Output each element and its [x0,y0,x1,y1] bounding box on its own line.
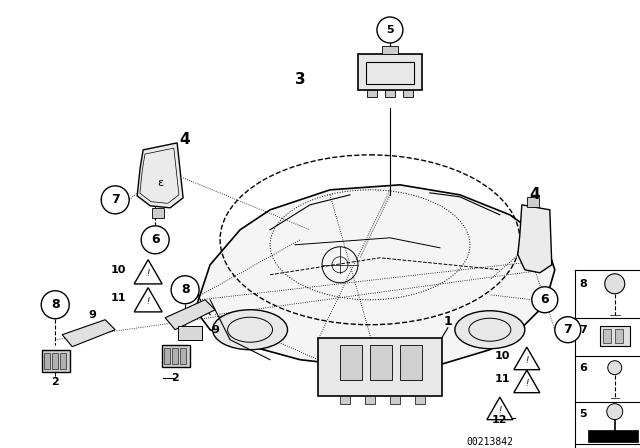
FancyBboxPatch shape [318,338,442,396]
Polygon shape [514,370,540,393]
FancyBboxPatch shape [52,353,58,369]
Text: 1: 1 [444,315,452,328]
Text: 5: 5 [579,409,587,418]
FancyBboxPatch shape [600,326,630,346]
Text: !: ! [525,356,529,365]
Bar [588,430,637,442]
Text: 6: 6 [541,293,549,306]
FancyBboxPatch shape [400,345,422,379]
FancyBboxPatch shape [164,348,170,364]
Polygon shape [195,185,555,368]
Text: 2: 2 [172,373,179,383]
FancyBboxPatch shape [390,396,400,404]
Text: 4: 4 [529,187,540,202]
FancyBboxPatch shape [403,90,413,97]
FancyBboxPatch shape [358,54,422,90]
Text: 2: 2 [51,377,59,387]
Polygon shape [514,347,540,370]
Circle shape [608,361,621,375]
FancyBboxPatch shape [44,353,50,369]
FancyBboxPatch shape [152,208,164,218]
Circle shape [607,404,623,420]
Text: 5: 5 [386,25,394,35]
Circle shape [532,287,558,313]
Text: ε: ε [157,178,163,188]
FancyBboxPatch shape [172,348,178,364]
FancyBboxPatch shape [603,329,611,343]
Text: 8: 8 [579,279,587,289]
FancyBboxPatch shape [415,396,425,404]
Polygon shape [134,288,162,312]
FancyBboxPatch shape [162,345,190,367]
Ellipse shape [212,310,287,350]
Text: 4: 4 [180,132,191,147]
Text: 11: 11 [495,374,511,383]
Polygon shape [518,205,552,273]
Circle shape [41,291,69,319]
Text: 6: 6 [151,233,159,246]
FancyBboxPatch shape [42,350,70,372]
Text: 00213842: 00213842 [467,437,513,447]
Circle shape [377,17,403,43]
Text: 8: 8 [51,298,60,311]
FancyBboxPatch shape [180,348,186,364]
Text: 11: 11 [111,293,126,303]
Text: 9: 9 [211,325,219,335]
FancyBboxPatch shape [340,396,350,404]
FancyBboxPatch shape [370,345,392,379]
Text: 10: 10 [111,265,126,275]
Ellipse shape [455,311,525,349]
Text: 8: 8 [181,283,189,296]
Circle shape [555,317,580,343]
Text: 7: 7 [111,194,120,207]
Circle shape [141,226,169,254]
FancyBboxPatch shape [608,431,621,439]
Text: 7: 7 [563,323,572,336]
Text: 6: 6 [579,363,587,373]
Circle shape [171,276,199,304]
Polygon shape [134,260,162,284]
FancyBboxPatch shape [615,329,623,343]
Text: 7: 7 [579,325,587,335]
FancyBboxPatch shape [385,90,395,97]
FancyBboxPatch shape [340,345,362,379]
FancyBboxPatch shape [527,197,539,207]
Polygon shape [487,397,513,420]
Circle shape [101,186,129,214]
FancyBboxPatch shape [365,396,375,404]
Text: !: ! [147,297,150,306]
Polygon shape [62,320,115,347]
Polygon shape [137,143,183,208]
Text: !: ! [498,406,502,415]
Text: 10: 10 [495,351,511,361]
FancyBboxPatch shape [178,326,202,340]
Circle shape [605,274,625,294]
Text: 12: 12 [492,415,508,425]
Text: !: ! [147,269,150,278]
Text: !: ! [525,379,529,388]
Polygon shape [165,300,215,330]
Text: 3: 3 [294,73,305,87]
FancyBboxPatch shape [367,90,377,97]
Text: 9: 9 [88,310,96,320]
FancyBboxPatch shape [382,46,398,54]
FancyBboxPatch shape [60,353,66,369]
